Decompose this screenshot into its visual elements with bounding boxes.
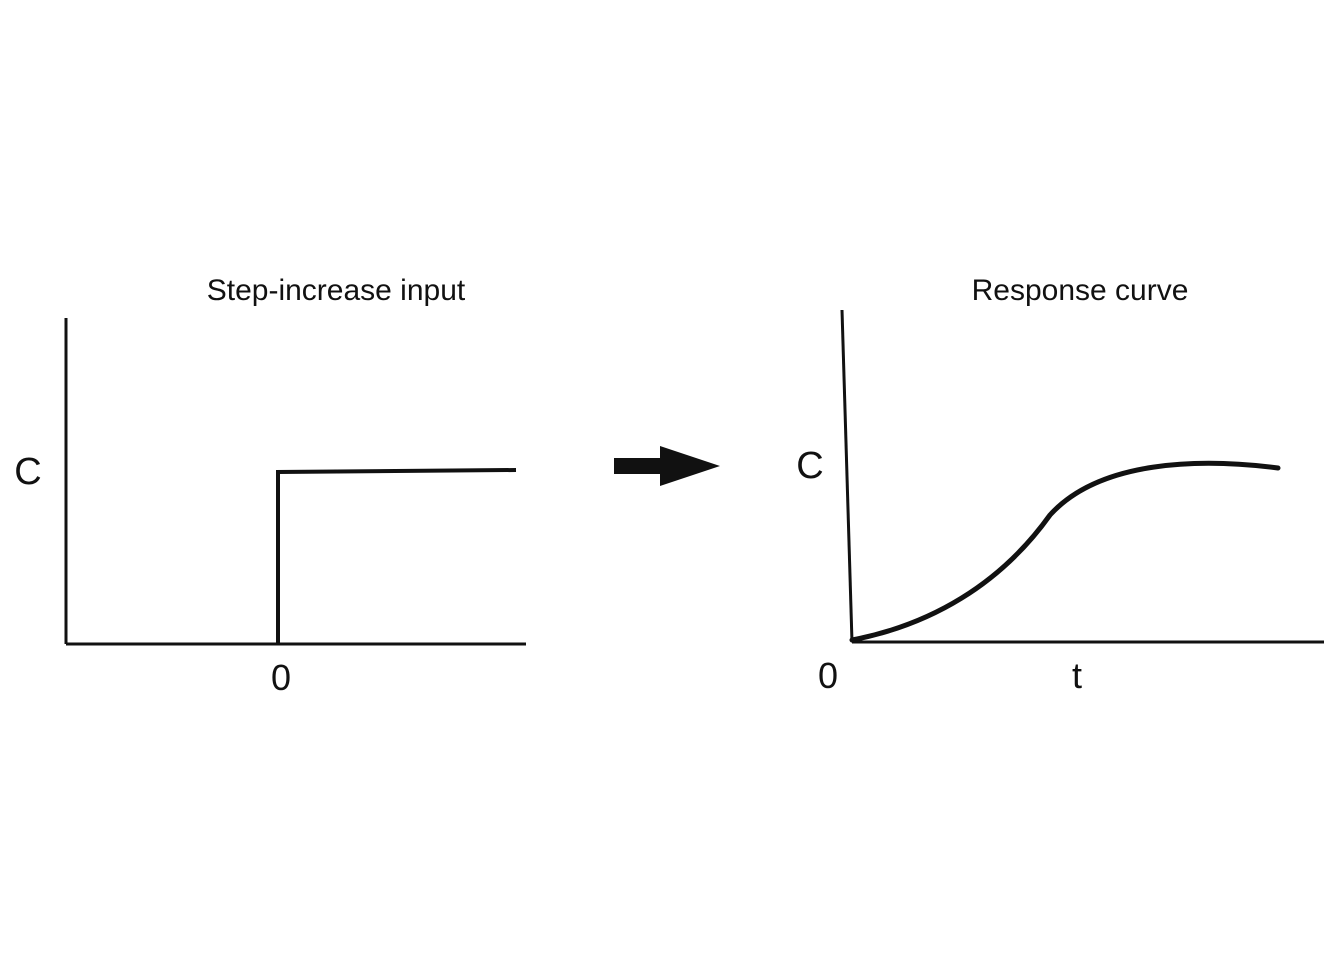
response-y-axis <box>840 309 854 643</box>
step-y-axis-label: C <box>14 451 41 493</box>
response-y-axis-label: C <box>796 445 823 487</box>
step-x-tick-zero: 0 <box>271 657 291 698</box>
step-panel-title: Step-increase input <box>207 274 466 307</box>
step-input-line <box>276 468 517 644</box>
step-input-panel: Step-increase input C 0 <box>14 274 526 698</box>
response-panel-title: Response curve <box>972 274 1189 307</box>
right-arrow-icon <box>614 446 720 486</box>
response-panel: Response curve C 0 t <box>796 274 1324 696</box>
response-curve <box>849 460 1281 643</box>
response-x-tick-zero: 0 <box>818 655 838 696</box>
response-x-axis-label: t <box>1072 655 1082 696</box>
